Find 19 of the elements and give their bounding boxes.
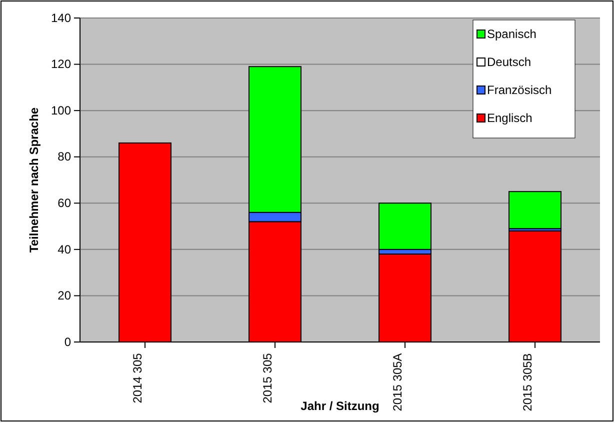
legend-label: Spanisch <box>487 27 536 41</box>
x-axis-title: Jahr / Sitzung <box>300 399 380 413</box>
y-tick-label: 0 <box>64 334 72 349</box>
y-tick-label: 20 <box>58 288 72 303</box>
y-tick-label: 80 <box>58 150 72 164</box>
y-tick-label: 40 <box>58 242 72 256</box>
x-tick-label: 2015 305B <box>520 353 534 412</box>
legend-label: Englisch <box>487 111 532 125</box>
legend-label: Französisch <box>487 83 552 97</box>
bar <box>508 191 562 230</box>
y-tick-label: 60 <box>58 196 72 210</box>
x-tick-label: 2015 305 <box>260 352 274 404</box>
x-tick-label: 2015 305A <box>390 353 404 412</box>
legend-label: Deutsch <box>487 55 532 69</box>
y-axis-title: Teilnehmer nach Sprache <box>27 107 41 253</box>
y-tick-label: 140 <box>50 10 72 25</box>
y-tick-label: 100 <box>50 103 72 118</box>
y-tick-label: 120 <box>50 57 72 72</box>
x-tick-label: 2014 305 <box>130 352 144 404</box>
